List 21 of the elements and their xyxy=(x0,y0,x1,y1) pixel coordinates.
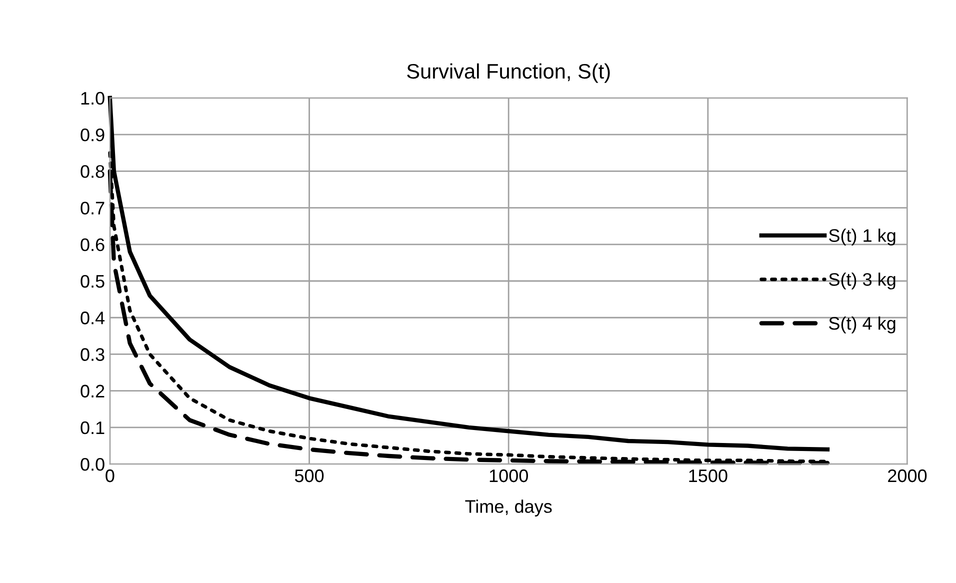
y-tick-label: 0.5 xyxy=(80,274,104,288)
y-tick-label: 0.4 xyxy=(80,312,105,324)
x-tick-label: 1500 xyxy=(689,469,728,482)
chart-title: Survival Function, S(t) xyxy=(407,63,610,83)
legend-label: S(t) 1 kg xyxy=(829,228,896,246)
x-tick-label: 2000 xyxy=(888,469,927,482)
y-tick-label: 0.1 xyxy=(80,421,104,434)
x-tick-label: 500 xyxy=(294,469,324,482)
x-tick-label: 1000 xyxy=(490,469,528,482)
y-tick-label: 1.0 xyxy=(81,92,104,105)
y-tick-label: 0.3 xyxy=(80,348,104,361)
legend-label: S(t) 3 kg xyxy=(829,272,896,290)
x-tick-label: 0 xyxy=(106,469,114,482)
y-tick-label: 0.9 xyxy=(80,128,104,142)
legend-label: S(t) 4 kg xyxy=(829,316,896,334)
y-tick-label: 0.6 xyxy=(80,238,104,252)
x-axis-title: Time, days xyxy=(465,500,552,516)
y-tick-label: 0.2 xyxy=(80,384,104,398)
y-tick-label: 0.8 xyxy=(80,165,104,178)
y-tick-label: 0.0 xyxy=(80,458,104,471)
y-tick-label: 0.7 xyxy=(80,202,104,214)
